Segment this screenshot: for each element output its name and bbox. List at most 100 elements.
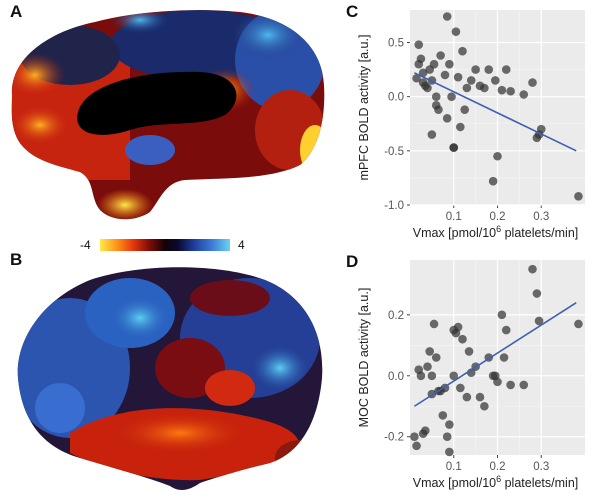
data-point (429, 319, 439, 329)
y-tick-label: 0.0 (388, 92, 404, 104)
x-tick-label: 0.1 (446, 461, 462, 473)
data-point (456, 383, 465, 393)
data-point (412, 73, 421, 83)
x-axis-label-main: Vmax [pmol/10 (413, 476, 496, 490)
brain-lateral-view (17, 267, 323, 490)
data-point (431, 353, 441, 362)
data-point (480, 83, 489, 93)
data-point (412, 441, 421, 451)
data-point (480, 401, 489, 411)
data-point (442, 114, 452, 123)
data-point (574, 319, 583, 329)
data-point (497, 85, 507, 95)
x-axis-label-tail: platelets/min] (501, 476, 578, 490)
panel-label-d: D (346, 252, 359, 271)
data-point (410, 432, 419, 442)
y-tick-label: -0.2 (384, 432, 404, 444)
data-point (466, 76, 476, 85)
data-point (519, 90, 529, 99)
data-point (488, 176, 498, 186)
data-point (493, 151, 502, 161)
data-point (532, 289, 542, 298)
data-point (462, 83, 472, 93)
data-point (423, 83, 432, 93)
data-point (519, 380, 529, 390)
data-point (456, 122, 465, 132)
scatter-plot-moc: 0.1 0.2 0.3 0.2 0.0 -0.2 MOC BOLD activity [a.… (357, 260, 585, 490)
x-axis-label-main: Vmax [pmol/10 (413, 226, 496, 240)
data-point (442, 432, 452, 442)
x-tick-label: 0.3 (533, 211, 549, 223)
x-tick-label: 0.2 (490, 211, 506, 223)
data-point (445, 59, 454, 69)
data-point (414, 40, 424, 49)
data-point (464, 347, 474, 356)
regression-line (413, 301, 577, 407)
data-point (574, 192, 583, 201)
data-point (442, 12, 452, 21)
data-point (445, 447, 454, 457)
data-point (506, 380, 515, 390)
panel-label-b: B (10, 250, 23, 269)
data-point (491, 76, 500, 85)
regression-line (414, 72, 577, 152)
data-point (438, 411, 448, 420)
data-point (453, 322, 463, 332)
data-point (501, 65, 511, 74)
data-point (528, 78, 537, 87)
data-point (453, 72, 463, 82)
data-point (434, 105, 443, 114)
x-axis-label-sup: 6 (496, 224, 501, 234)
data-point (458, 46, 467, 56)
x-axis-label: Vmax [pmol/106 platelets/min] (413, 224, 579, 240)
x-axis-label-tail: platelets/min] (501, 226, 578, 240)
y-tick-label: 0.2 (388, 310, 404, 322)
data-point (445, 420, 454, 429)
data-point (429, 59, 439, 69)
y-tick-label: -1.0 (384, 200, 404, 212)
data-point (460, 105, 469, 114)
colorbar-max-label: 4 (238, 238, 245, 252)
data-point (431, 92, 441, 101)
x-tick-label: 0.2 (490, 461, 506, 473)
x-tick-label: 0.3 (533, 461, 549, 473)
y-tick-label: 0.0 (388, 371, 404, 383)
y-tick-label: 0.5 (388, 38, 404, 50)
y-axis-label: MOC BOLD activity [a.u.] (357, 288, 371, 428)
brain-medial-view (11, 10, 325, 220)
data-point (427, 371, 437, 381)
colorbar-min-label: -4 (80, 238, 91, 252)
y-tick-label: -0.5 (384, 146, 404, 158)
data-point (423, 362, 432, 371)
y-axis-label: mPFC BOLD activity [a.u.] (357, 35, 371, 181)
data-point (447, 92, 456, 101)
data-point (471, 65, 480, 74)
data-point (449, 143, 459, 152)
data-point (462, 392, 472, 402)
data-point (506, 86, 515, 96)
data-point (427, 130, 437, 139)
data-point (493, 377, 502, 387)
data-point (416, 371, 426, 381)
scatter-plot-mpfc: 0.1 0.2 0.3 0.5 0.0 -0.5 -1.0 mPFC BOLD activit… (357, 10, 585, 240)
x-axis-label: Vmax [pmol/106 platelets/min] (413, 474, 579, 490)
data-point (536, 124, 546, 134)
data-point (449, 371, 459, 381)
data-point (497, 310, 507, 320)
data-point (501, 325, 511, 335)
data-point (475, 392, 485, 402)
data-point (534, 316, 544, 326)
data-point (528, 264, 537, 274)
data-point (499, 353, 509, 362)
data-point (425, 347, 434, 356)
panel-label-a: A (10, 2, 23, 21)
x-tick-label: 0.1 (446, 211, 462, 223)
data-point (484, 65, 494, 74)
panel-label-c: C (346, 2, 359, 21)
data-point (436, 51, 445, 60)
data-point (440, 70, 450, 80)
data-point (458, 334, 467, 344)
data-point (421, 426, 430, 435)
colorbar: -4 4 (80, 238, 245, 252)
data-point (451, 27, 461, 36)
